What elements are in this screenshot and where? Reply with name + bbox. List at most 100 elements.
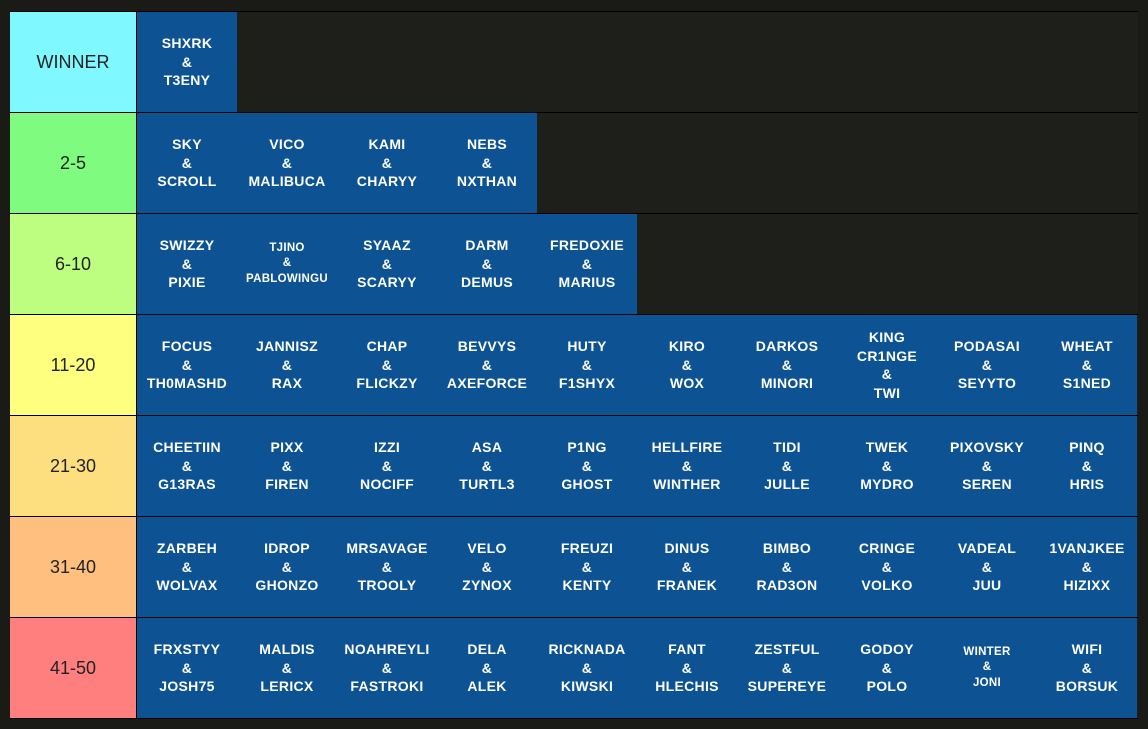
player-name: TIDI: [773, 439, 801, 456]
team-card[interactable]: DARKOS & MINORI: [737, 315, 837, 415]
player-name: WIFI: [1071, 641, 1103, 658]
team-card[interactable]: CHAP & FLICKZY: [337, 315, 437, 415]
team-card[interactable]: FANT & HLECHIS: [637, 618, 737, 718]
team-card[interactable]: FRXSTYY & JOSH75: [137, 618, 237, 718]
player-name: MRSAVAGE: [346, 540, 428, 557]
player-name: CR1NGE: [856, 347, 918, 364]
player-name: JONI: [972, 676, 1002, 689]
team-card[interactable]: P1NG & GHOST: [537, 416, 637, 516]
team-card[interactable]: BEVVYS & AXEFORCE: [437, 315, 537, 415]
player-name: CRINGE: [858, 540, 916, 557]
player-name: WOX: [669, 375, 705, 392]
team-card[interactable]: SKY & SCROLL: [137, 113, 237, 213]
ampersand-separator: &: [181, 53, 193, 70]
player-name: GHONZO: [255, 577, 319, 594]
player-name: AXEFORCE: [446, 375, 528, 392]
player-name: CHEETIIN: [153, 439, 221, 456]
team-card[interactable]: KIRO & WOX: [637, 315, 737, 415]
team-card[interactable]: GODOY & POLO: [837, 618, 937, 718]
team-card[interactable]: RICKNADA & KIWSKI: [537, 618, 637, 718]
team-card[interactable]: VELO & ZYNOX: [437, 517, 537, 617]
team-card[interactable]: FREUZI & KENTY: [537, 517, 637, 617]
team-card[interactable]: TJINO & PABLOWINGU: [237, 214, 337, 314]
team-card[interactable]: SYAAZ & SCARYY: [337, 214, 437, 314]
player-name: SKY: [172, 136, 202, 153]
player-name: DEMUS: [460, 274, 514, 291]
player-name: HUTY: [567, 338, 607, 355]
ampersand-separator: &: [981, 558, 993, 575]
ampersand-separator: &: [381, 457, 393, 474]
team-card[interactable]: MRSAVAGE & TROOLY: [337, 517, 437, 617]
team-card[interactable]: BIMBO & RAD3ON: [737, 517, 837, 617]
player-name: RAX: [271, 375, 303, 392]
team-card[interactable]: PODASAI & SEYYTO: [937, 315, 1037, 415]
team-card[interactable]: NOAHREYLI & FASTROKI: [337, 618, 437, 718]
player-name: FIREN: [265, 476, 309, 493]
tier-label: 11-20: [10, 315, 137, 415]
team-card[interactable]: NEBS & NXTHAN: [437, 113, 537, 213]
team-card[interactable]: HELLFIRE & WINTHER: [637, 416, 737, 516]
player-name: ZYNOX: [462, 577, 512, 594]
player-name: P1NG: [567, 439, 607, 456]
team-card[interactable]: ZESTFUL & SUPEREYE: [737, 618, 837, 718]
team-card[interactable]: DINUS & FRANEK: [637, 517, 737, 617]
player-name: FASTROKI: [350, 678, 424, 695]
team-card[interactable]: IDROP & GHONZO: [237, 517, 337, 617]
player-name: SCARYY: [357, 274, 417, 291]
team-card[interactable]: TIDI & JULLE: [737, 416, 837, 516]
team-card[interactable]: 1VANJKEE & HIZIXX: [1037, 517, 1137, 617]
team-card[interactable]: IZZI & NOCIFF: [337, 416, 437, 516]
team-card[interactable]: CRINGE & VOLKO: [837, 517, 937, 617]
ampersand-separator: &: [681, 356, 693, 373]
team-card[interactable]: WIFI & BORSUK: [1037, 618, 1137, 718]
ampersand-separator: &: [981, 457, 993, 474]
player-name: S1NED: [1062, 375, 1112, 392]
ampersand-separator: &: [982, 661, 992, 674]
team-card[interactable]: KING CR1NGE & TWI: [837, 315, 937, 415]
player-name: BORSUK: [1055, 678, 1119, 695]
tier-list-board: WINNER SHXRK & T3ENY 2-5 SKY & SCROLL VICO & MALIB…: [10, 11, 1138, 719]
team-card[interactable]: CHEETIIN & G13RAS: [137, 416, 237, 516]
team-card[interactable]: FOCUS & TH0MASHD: [137, 315, 237, 415]
player-name: SEREN: [962, 476, 1012, 493]
player-name: NOCIFF: [360, 476, 414, 493]
team-card[interactable]: KAMI & CHARYY: [337, 113, 437, 213]
team-card[interactable]: DELA & ALEK: [437, 618, 537, 718]
team-card[interactable]: PIXX & FIREN: [237, 416, 337, 516]
ampersand-separator: &: [381, 255, 393, 272]
ampersand-separator: &: [281, 659, 293, 676]
team-card[interactable]: WINTER & JONI: [937, 618, 1037, 718]
ampersand-separator: &: [281, 558, 293, 575]
team-card[interactable]: JANNISZ & RAX: [237, 315, 337, 415]
tier-items: SKY & SCROLL VICO & MALIBUCA KAMI & CHARYY NEBS & N…: [137, 113, 537, 213]
team-card[interactable]: TWEK & MYDRO: [837, 416, 937, 516]
team-card[interactable]: ASA & TURTL3: [437, 416, 537, 516]
player-name: FLICKZY: [356, 375, 418, 392]
player-name: BIMBO: [762, 540, 812, 557]
team-card[interactable]: FREDOXIE & MARIUS: [537, 214, 637, 314]
ampersand-separator: &: [281, 457, 293, 474]
team-card[interactable]: VICO & MALIBUCA: [237, 113, 337, 213]
player-name: HELLFIRE: [651, 439, 723, 456]
team-card[interactable]: PIXOVSKY & SEREN: [937, 416, 1037, 516]
team-card[interactable]: MALDIS & LERICX: [237, 618, 337, 718]
team-card[interactable]: VADEAL & JUU: [937, 517, 1037, 617]
player-name: VADEAL: [957, 540, 1017, 557]
player-name: JULLE: [764, 476, 810, 493]
tier-items: SHXRK & T3ENY: [137, 12, 237, 112]
tier-label: 41-50: [10, 618, 137, 718]
ampersand-separator: &: [881, 659, 893, 676]
team-card[interactable]: PINQ & HRIS: [1037, 416, 1137, 516]
team-card[interactable]: SWIZZY & PIXIE: [137, 214, 237, 314]
player-name: VELO: [467, 540, 507, 557]
team-card[interactable]: HUTY & F1SHYX: [537, 315, 637, 415]
ampersand-separator: &: [181, 659, 193, 676]
tier-label: 31-40: [10, 517, 137, 617]
team-card[interactable]: DARM & DEMUS: [437, 214, 537, 314]
team-card[interactable]: WHEAT & S1NED: [1037, 315, 1137, 415]
player-name: WINTHER: [653, 476, 721, 493]
team-card[interactable]: SHXRK & T3ENY: [137, 12, 237, 112]
ampersand-separator: &: [681, 659, 693, 676]
team-card[interactable]: ZARBEH & WOLVAX: [137, 517, 237, 617]
ampersand-separator: &: [681, 558, 693, 575]
